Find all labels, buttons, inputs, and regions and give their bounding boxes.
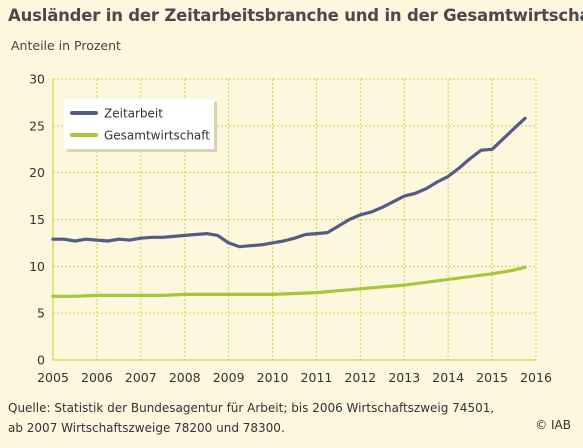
source-note: Quelle: Statistik der Bundesagentur für … bbox=[8, 398, 494, 438]
x-tick-label: 2013 bbox=[388, 370, 420, 385]
y-tick-label: 20 bbox=[29, 165, 45, 180]
y-tick-label: 10 bbox=[29, 259, 45, 274]
x-tick-label: 2015 bbox=[476, 370, 508, 385]
y-tick-label: 0 bbox=[37, 353, 45, 368]
series-line-gesamtwirtschaft bbox=[51, 265, 527, 298]
y-tick-label: 30 bbox=[29, 72, 45, 87]
x-tick-label: 2011 bbox=[301, 370, 333, 385]
legend-label-gesamtwirtschaft: Gesamtwirtschaft bbox=[104, 129, 210, 143]
x-tick-label: 2009 bbox=[213, 370, 245, 385]
chart-title: Ausländer in der Zeitarbeitsbranche und … bbox=[8, 6, 583, 25]
y-tick-label: 5 bbox=[37, 306, 45, 321]
x-tick-label: 2010 bbox=[257, 370, 289, 385]
x-tick-label: 2007 bbox=[125, 370, 157, 385]
legend-label-zeitarbeit: Zeitarbeit bbox=[104, 107, 163, 121]
y-tick-label: 15 bbox=[29, 212, 45, 227]
x-tick-label: 2006 bbox=[81, 370, 113, 385]
copyright: © IAB bbox=[535, 418, 571, 432]
x-tick-label: 2012 bbox=[344, 370, 376, 385]
x-tick-label: 2014 bbox=[432, 370, 464, 385]
chart-subtitle: Anteile in Prozent bbox=[11, 38, 121, 53]
source-line-2: ab 2007 Wirtschaftszweige 78200 und 7830… bbox=[8, 421, 285, 435]
source-line-1: Quelle: Statistik der Bundesagentur für … bbox=[8, 401, 495, 415]
y-tick-label: 25 bbox=[29, 118, 45, 133]
x-tick-label: 2005 bbox=[37, 370, 69, 385]
x-tick-label: 2008 bbox=[169, 370, 201, 385]
legend-box bbox=[64, 99, 214, 149]
x-tick-label: 2016 bbox=[520, 370, 552, 385]
series-line-zeitarbeit bbox=[51, 116, 527, 249]
